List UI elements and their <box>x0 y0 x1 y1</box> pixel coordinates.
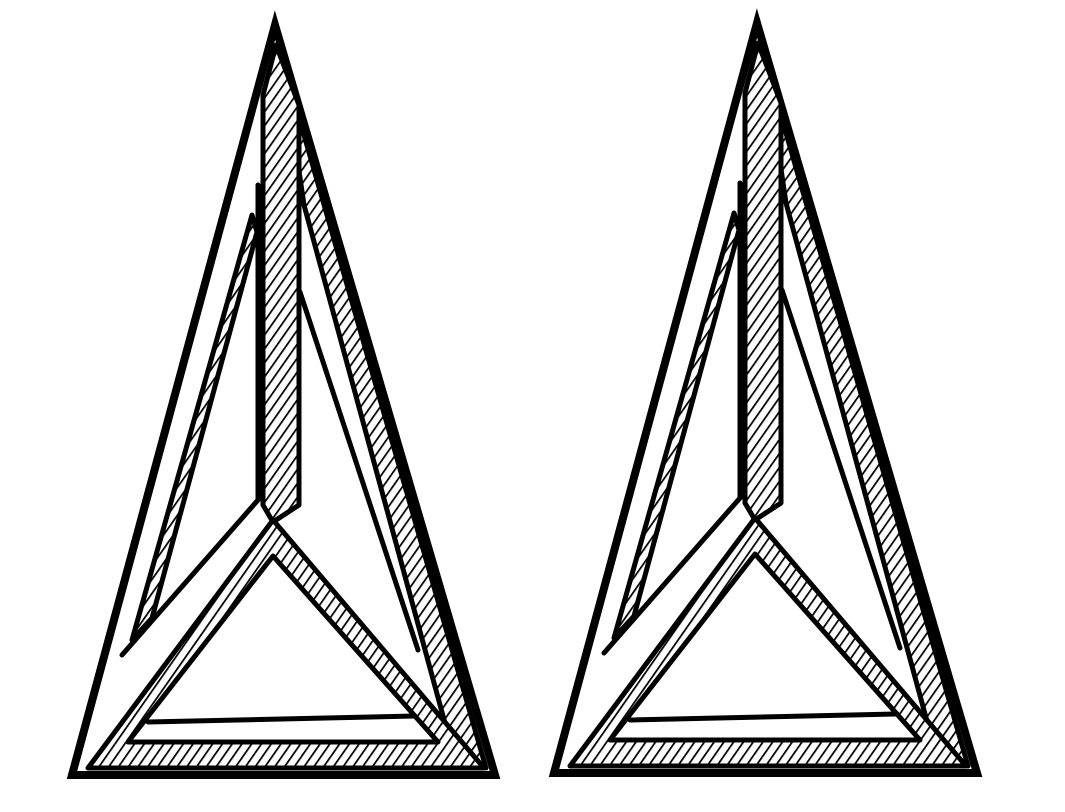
left-pyramid <box>72 25 495 775</box>
right-pyramid <box>554 23 977 773</box>
